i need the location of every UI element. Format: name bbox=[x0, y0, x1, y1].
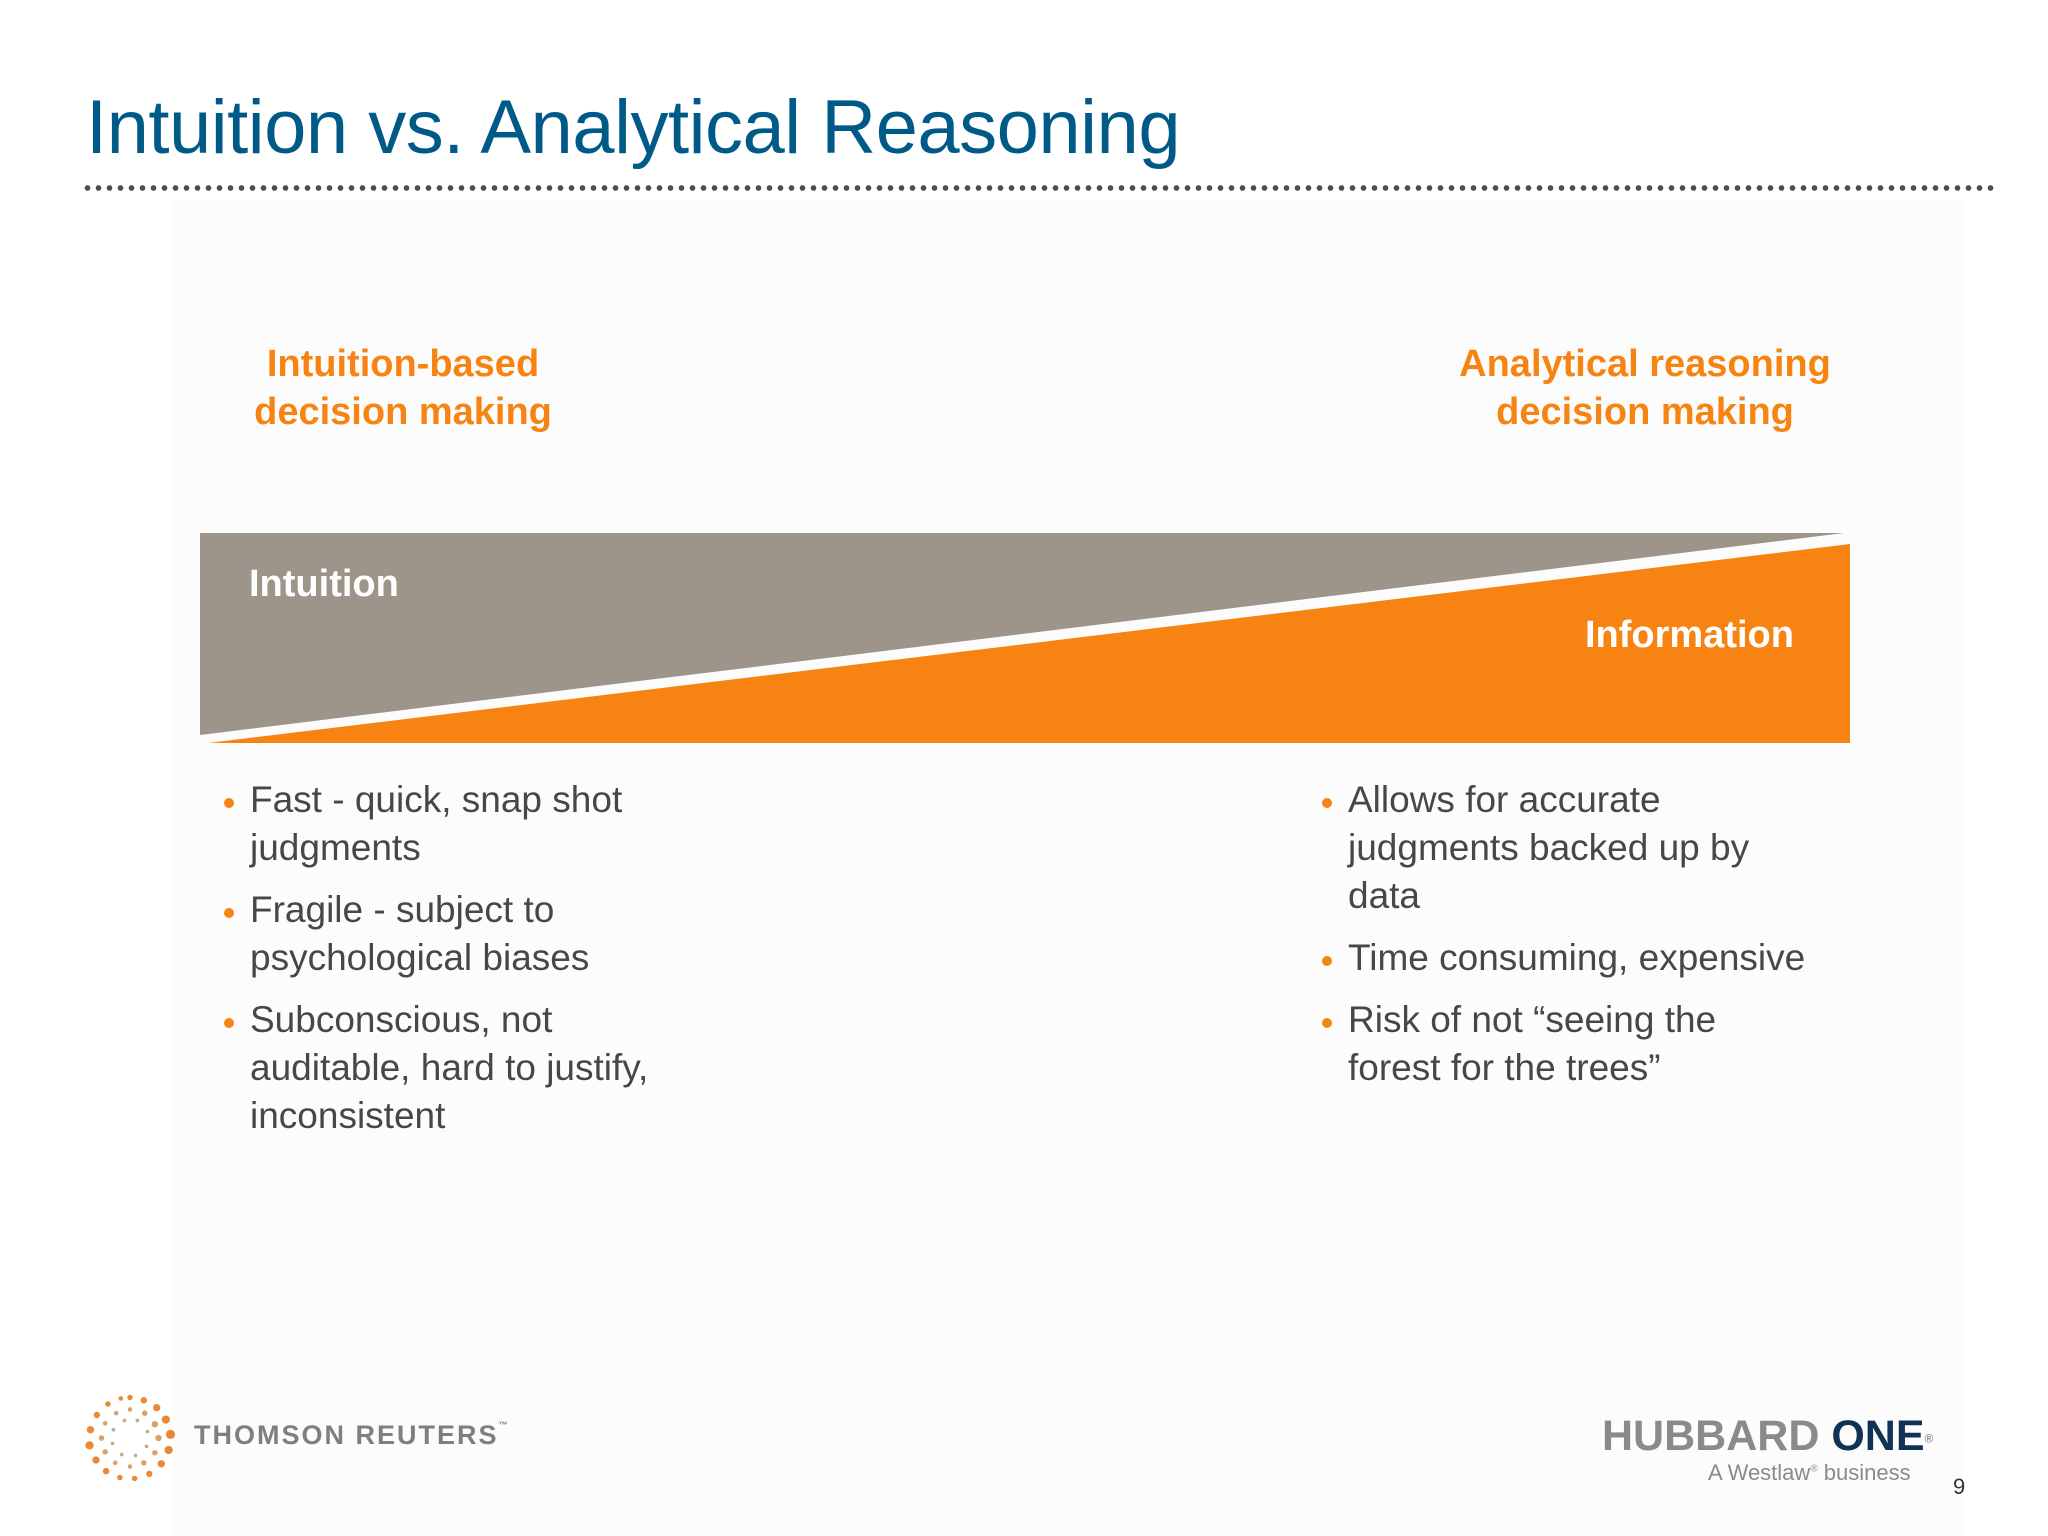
thomson-reuters-logo-icon bbox=[85, 1394, 176, 1482]
dotted-title-rule bbox=[82, 184, 1998, 192]
intuition-label: Intuition bbox=[249, 563, 399, 605]
bullet-dot-icon bbox=[1322, 1018, 1332, 1028]
hubbard-one-logo: HUBBARD ONE® bbox=[1602, 1412, 1934, 1460]
bullet-item: Subconscious, not auditable, hard to jus… bbox=[220, 996, 680, 1140]
slide-title: Intuition vs. Analytical Reasoning bbox=[86, 85, 1181, 170]
thomson-reuters-wordmark: THOMSON REUTERS™ bbox=[194, 1420, 508, 1450]
bullet-dot-icon bbox=[224, 908, 234, 918]
analytical-heading: Analytical reasoning decision making bbox=[1459, 343, 1831, 433]
page-number: 9 bbox=[1953, 1474, 1966, 1499]
intuition-wedge bbox=[200, 533, 1844, 735]
bullet-dot-icon bbox=[224, 1018, 234, 1028]
bullet-item: Allows for accurate judgments backed up … bbox=[1318, 776, 1818, 920]
information-wedge bbox=[208, 544, 1850, 743]
bullet-dot-icon bbox=[1322, 956, 1332, 966]
bullet-item: Fast - quick, snap shot judgments bbox=[220, 776, 680, 872]
bullet-dot-icon bbox=[224, 798, 234, 808]
bullet-item: Fragile - subject to psychological biase… bbox=[220, 886, 680, 982]
information-label: Information bbox=[1585, 614, 1794, 656]
bullet-item: Time consuming, expensive bbox=[1318, 934, 1818, 982]
slide-body-panel bbox=[172, 200, 1962, 1536]
bullet-item: Risk of not “seeing the forest for the t… bbox=[1318, 996, 1818, 1092]
intuition-bullet-list: Fast - quick, snap shot judgments Fragil… bbox=[220, 776, 680, 1154]
intuition-heading: Intuition-based decision making bbox=[254, 343, 552, 433]
bullet-dot-icon bbox=[1322, 798, 1332, 808]
analytical-bullet-list: Allows for accurate judgments backed up … bbox=[1318, 776, 1818, 1106]
westlaw-tagline: A Westlaw® business bbox=[1708, 1460, 1911, 1485]
